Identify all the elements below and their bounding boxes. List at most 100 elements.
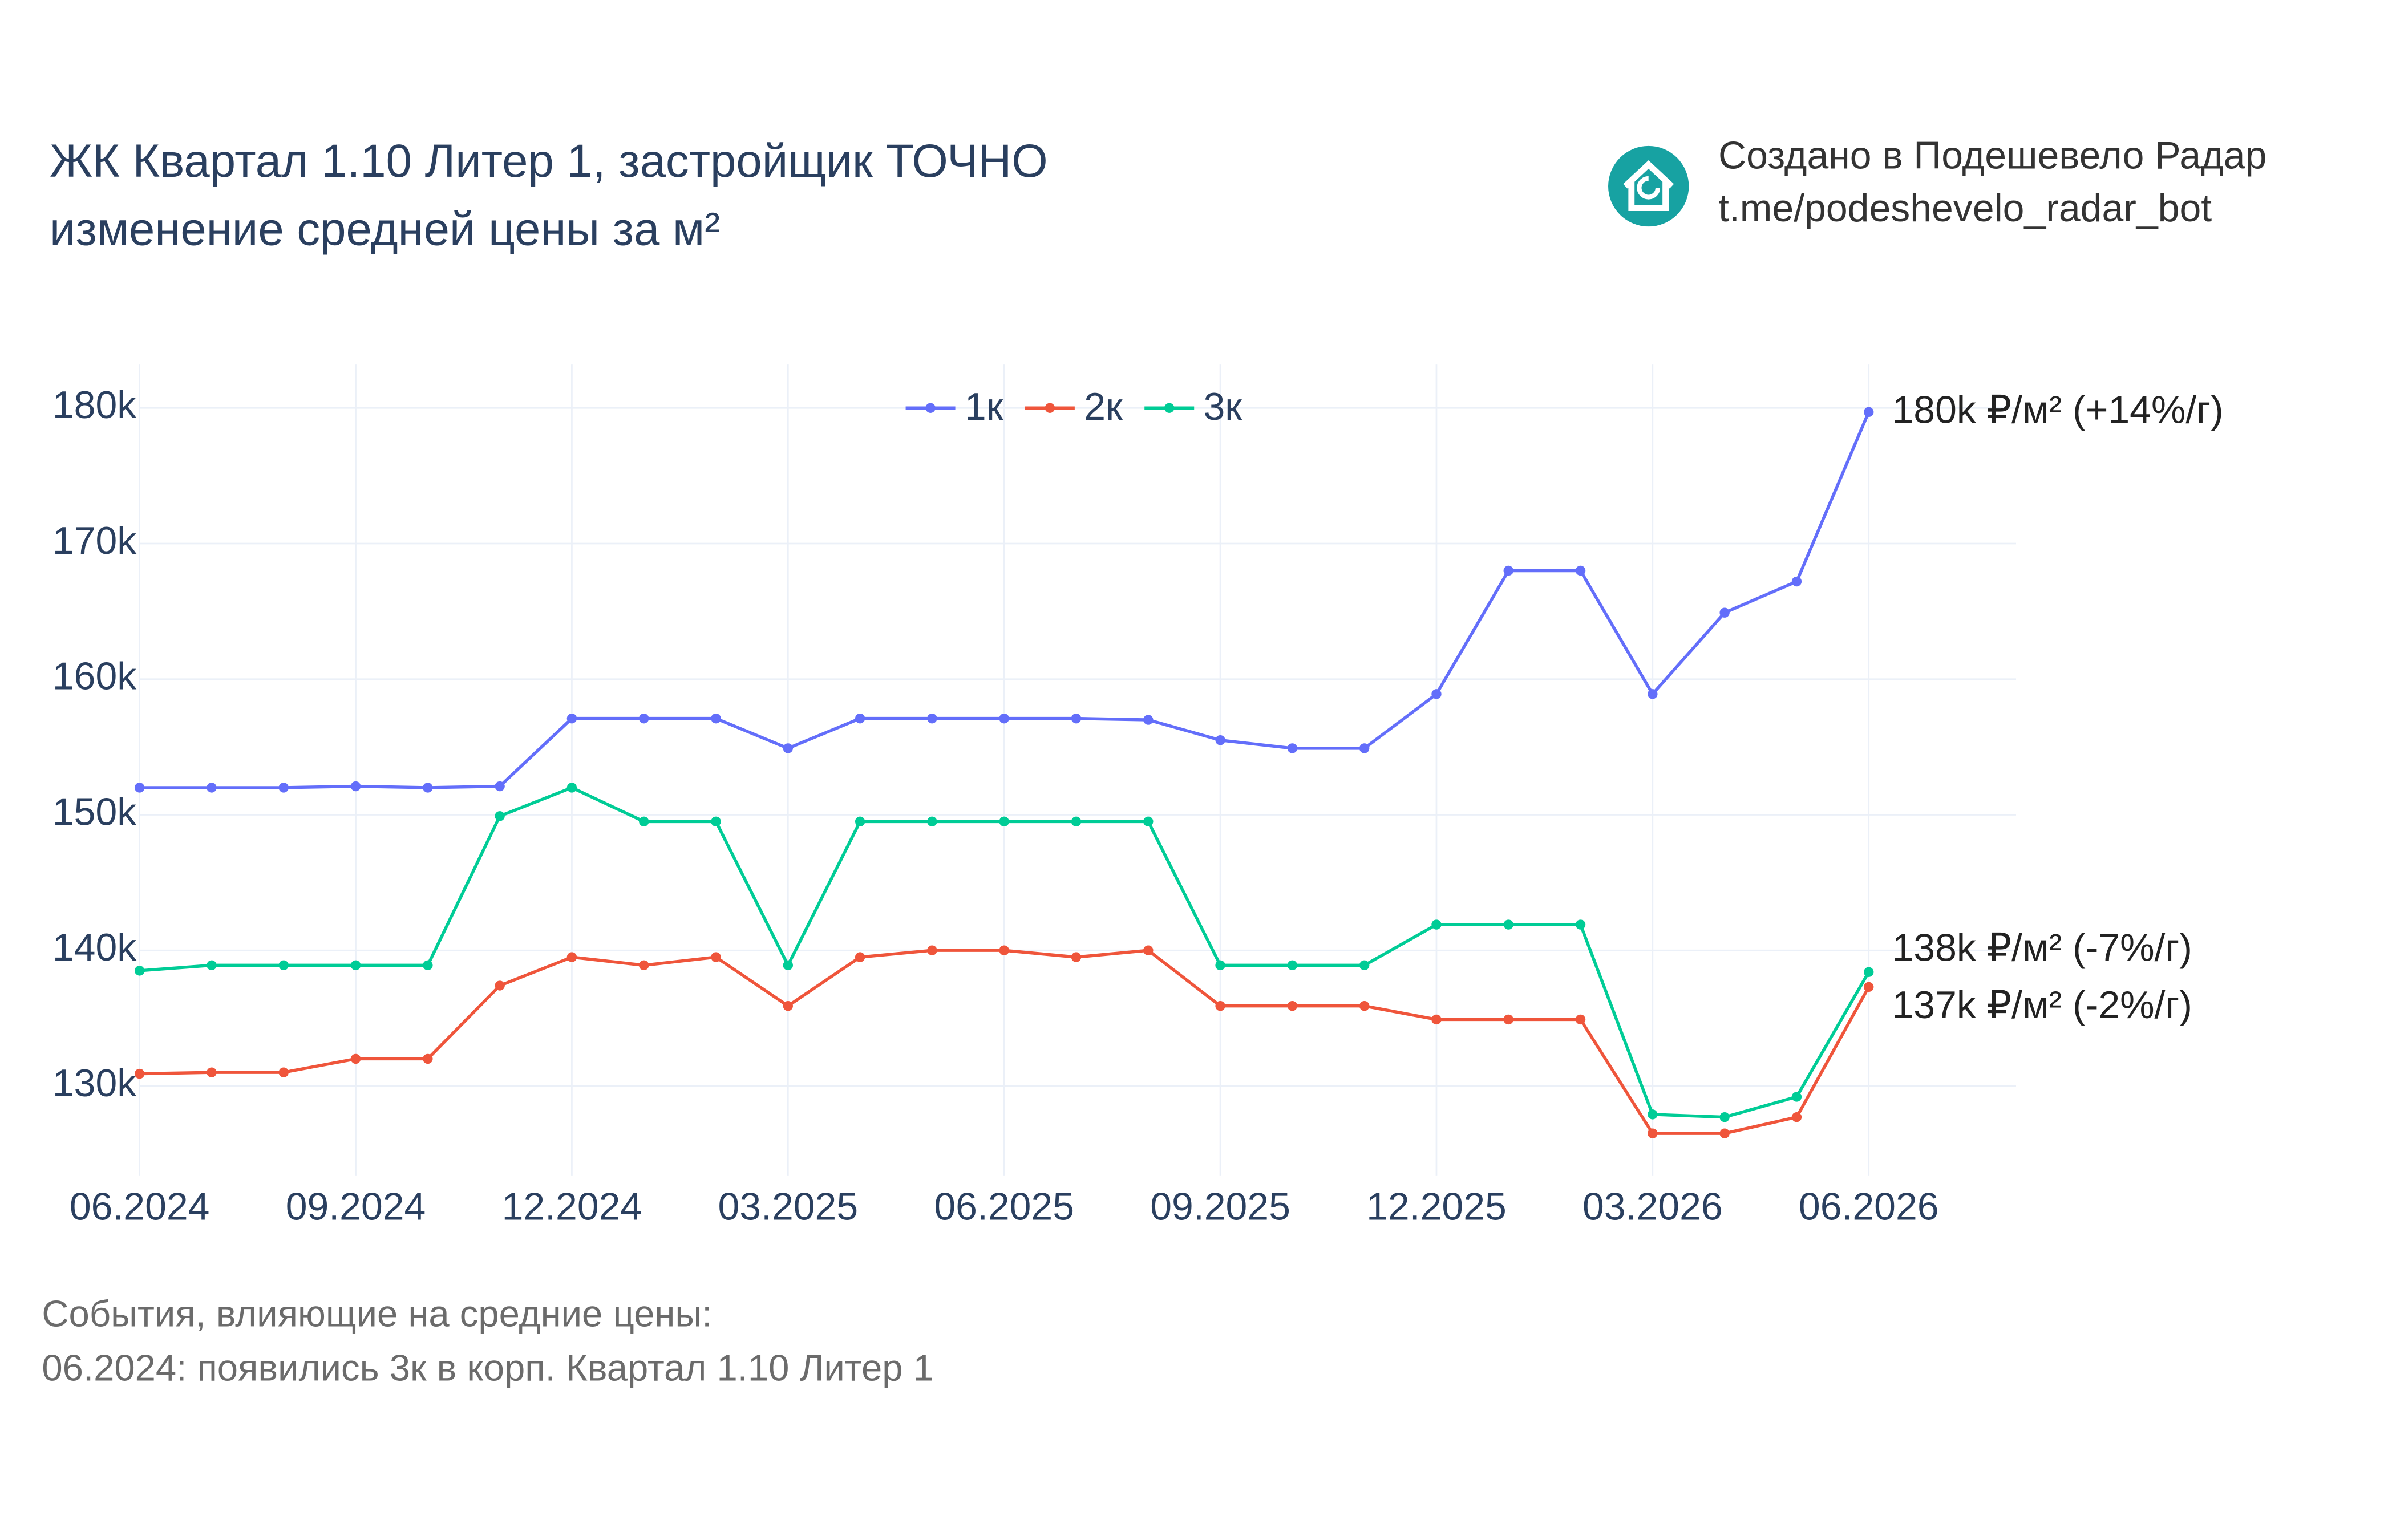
point — [855, 713, 865, 724]
point — [1503, 1014, 1513, 1025]
credit-link: t.me/podeshevelo_radar_bot — [1718, 187, 2212, 230]
point — [999, 945, 1009, 955]
point — [350, 781, 361, 792]
point — [1143, 945, 1154, 955]
point — [1719, 607, 1730, 618]
point — [1359, 743, 1370, 753]
point — [1215, 960, 1225, 971]
point — [1648, 689, 1658, 699]
legend-marker — [925, 403, 936, 413]
point — [134, 783, 145, 793]
x-tick-label: 03.2025 — [718, 1185, 858, 1229]
point — [639, 713, 649, 724]
point — [566, 783, 577, 793]
x-tick-label: 06.2025 — [934, 1185, 1074, 1229]
x-tick-label: 09.2025 — [1150, 1185, 1290, 1229]
point — [783, 743, 794, 753]
point — [999, 713, 1009, 724]
note: 06.2024: появились 3к в корп. Квартал 1.… — [42, 1347, 934, 1389]
point — [1864, 982, 1874, 992]
point — [207, 1067, 217, 1077]
point — [1287, 1000, 1298, 1011]
point — [927, 945, 937, 955]
end-label: 137k ₽/м² (-2%/г) — [1892, 983, 2192, 1027]
point — [1575, 565, 1586, 576]
point — [495, 811, 505, 821]
point — [566, 713, 577, 724]
credit: Создано в Подешевело Радар — [1718, 134, 2267, 177]
point — [278, 960, 289, 971]
point — [1503, 919, 1513, 930]
legend-label: 3к — [1204, 385, 1243, 428]
point — [855, 816, 865, 827]
point — [1575, 919, 1586, 930]
point — [1864, 407, 1874, 418]
x-tick-label: 12.2024 — [502, 1185, 642, 1229]
point — [927, 816, 937, 827]
point — [350, 1053, 361, 1064]
point — [1648, 1109, 1658, 1120]
chart-subtitle: изменение средней цены за м² — [50, 204, 720, 256]
y-tick-label: 170k — [52, 519, 137, 562]
point — [278, 1067, 289, 1077]
point — [711, 816, 721, 827]
y-tick-label: 180k — [52, 383, 137, 427]
point — [1215, 735, 1225, 745]
point — [711, 952, 721, 962]
y-tick-label: 160k — [52, 655, 137, 698]
point — [207, 960, 217, 971]
point — [1143, 715, 1154, 725]
point — [1791, 576, 1802, 587]
point — [1719, 1128, 1730, 1138]
point — [495, 781, 505, 792]
point — [783, 960, 794, 971]
point — [1215, 1000, 1225, 1011]
x-tick-label: 09.2024 — [286, 1185, 426, 1229]
point — [278, 783, 289, 793]
point — [1575, 1014, 1586, 1025]
point — [1431, 1014, 1442, 1025]
point — [423, 783, 433, 793]
point — [1648, 1128, 1658, 1138]
point — [1719, 1112, 1730, 1122]
point — [1864, 967, 1874, 977]
legend-label: 2к — [1084, 385, 1123, 428]
x-tick-label: 12.2025 — [1366, 1185, 1507, 1229]
point — [423, 1053, 433, 1064]
point — [1431, 689, 1442, 699]
point — [134, 966, 145, 976]
legend-marker — [1045, 403, 1055, 413]
point — [1287, 960, 1298, 971]
note: События, влияющие на средние цены: — [42, 1292, 712, 1334]
point — [1071, 713, 1082, 724]
point — [855, 952, 865, 962]
logo — [1608, 145, 1689, 227]
point — [1143, 816, 1154, 827]
y-tick-label: 150k — [52, 790, 137, 833]
point — [999, 816, 1009, 827]
point — [495, 980, 505, 991]
x-tick-label: 06.2024 — [70, 1185, 210, 1229]
point — [134, 1068, 145, 1079]
point — [1503, 565, 1513, 576]
point — [927, 713, 937, 724]
point — [1359, 960, 1370, 971]
point — [711, 713, 721, 724]
point — [783, 1000, 794, 1011]
end-label: 180k ₽/м² (+14%/г) — [1892, 388, 2224, 431]
chart-title: ЖК Квартал 1.10 Литер 1, застройщик ТОЧН… — [50, 135, 1048, 187]
point — [1791, 1112, 1802, 1122]
end-label: 138k ₽/м² (-7%/г) — [1892, 926, 2192, 970]
point — [207, 783, 217, 793]
legend-marker — [1164, 403, 1175, 413]
point — [1287, 743, 1298, 753]
point — [1359, 1000, 1370, 1011]
x-tick-label: 06.2026 — [1799, 1185, 1939, 1229]
point — [1071, 952, 1082, 962]
point — [1791, 1092, 1802, 1102]
point — [350, 960, 361, 971]
x-tick-label: 03.2026 — [1583, 1185, 1723, 1229]
point — [639, 960, 649, 971]
y-tick-label: 130k — [52, 1061, 137, 1105]
